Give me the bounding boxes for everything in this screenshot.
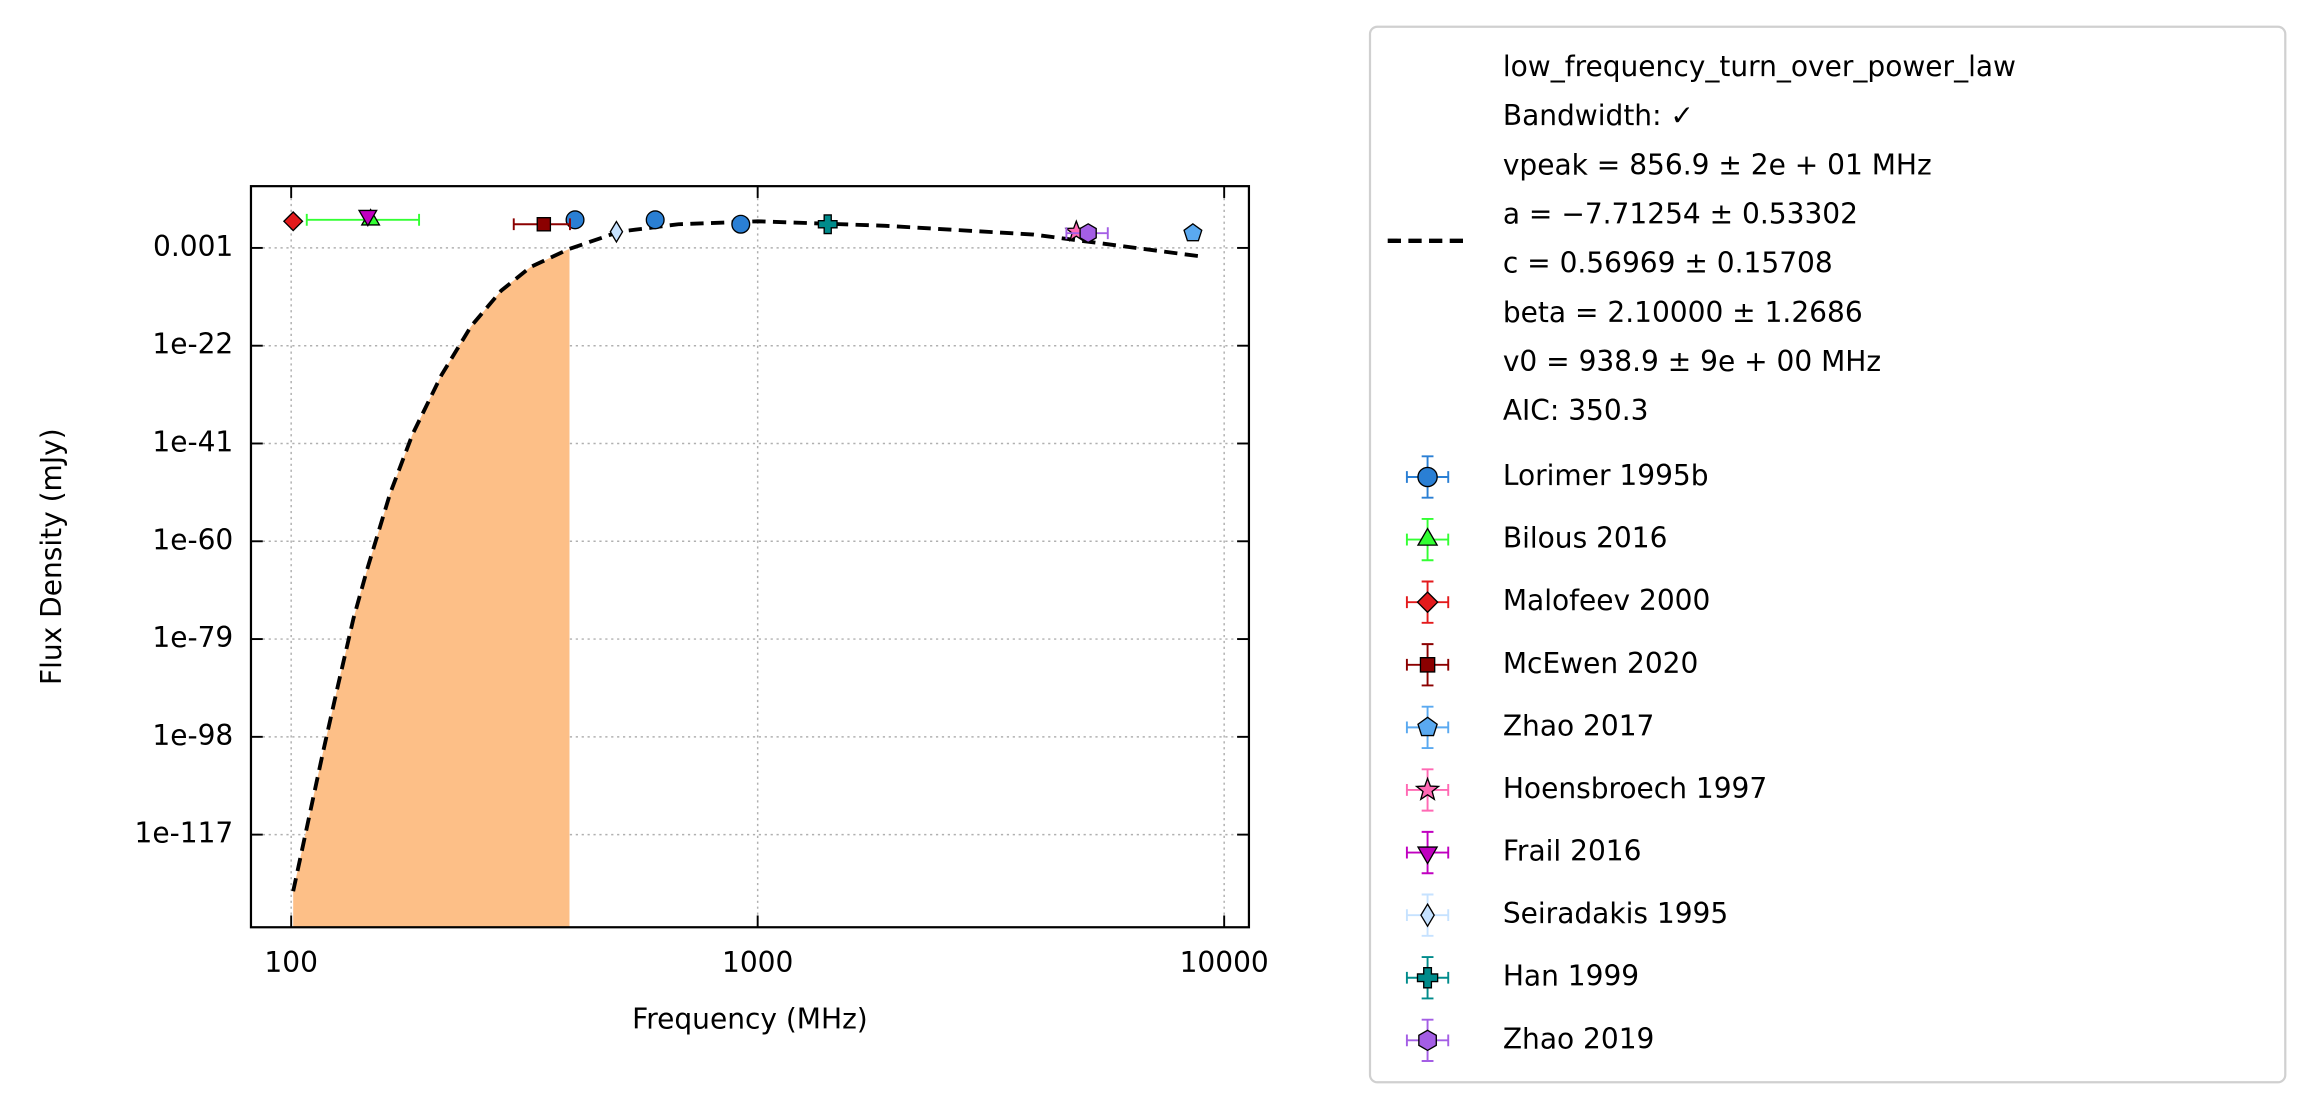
legend-marker xyxy=(1420,902,1435,928)
plot-area: 100 1000 10000 0.001 1e-22 1e-41 1e-60 1e-79 1e-… xyxy=(135,186,1269,979)
axes-frame xyxy=(249,185,1251,929)
legend-marker xyxy=(1419,656,1436,673)
x-tick-label: 1000 xyxy=(722,946,793,979)
legend-box xyxy=(1368,25,2287,1084)
legend-label: Hoensbroech 1997 xyxy=(1503,772,1767,805)
data-point xyxy=(645,210,665,230)
legend-label: Seiradakis 1995 xyxy=(1503,897,1728,930)
data-point xyxy=(1183,223,1203,242)
x-tick-label: 100 xyxy=(264,946,318,979)
x-tick-label: 10000 xyxy=(1180,946,1269,979)
legend: low_frequency_turn_over_power_law Bandwid… xyxy=(1387,50,2016,1062)
legend-label: Malofeev 2000 xyxy=(1503,584,1711,617)
y-tick-label: 1e-22 xyxy=(152,328,233,361)
data-point xyxy=(282,211,304,232)
x-error-bar xyxy=(305,213,421,226)
legend-label: a = −7.71254 ± 0.53302 xyxy=(1503,198,1858,231)
legend-marker xyxy=(1416,527,1439,546)
legend-marker xyxy=(1416,846,1439,865)
fit-line xyxy=(291,219,1204,892)
data-point xyxy=(357,209,378,228)
legend-label: Lorimer 1995b xyxy=(1503,459,1709,492)
legend-marker xyxy=(1414,776,1441,801)
legend-label: c = 0.56969 ± 0.15708 xyxy=(1503,247,1833,280)
legend-label: McEwen 2020 xyxy=(1503,647,1699,680)
legend-marker xyxy=(1416,591,1439,614)
legend-marker xyxy=(1417,466,1438,488)
legend-marker xyxy=(1417,716,1438,737)
shaded-region xyxy=(293,248,570,928)
legend-label: low_frequency_turn_over_power_law xyxy=(1503,50,2016,83)
legend-label: Zhao 2019 xyxy=(1503,1022,1655,1055)
y-axis-label: Flux Density (mJy) xyxy=(35,428,68,685)
legend-label: vpeak = 856.9 ± 2e + 01 MHz xyxy=(1503,148,1932,181)
y-tick-label: 1e-41 xyxy=(152,425,233,458)
legend-label: Frail 2016 xyxy=(1503,835,1642,868)
data-point xyxy=(609,220,624,244)
legend-label: AIC: 350.3 xyxy=(1503,394,1649,427)
legend-label: v0 = 938.9 ± 9e + 00 MHz xyxy=(1503,345,1881,378)
y-tick-label: 1e-117 xyxy=(135,817,234,850)
y-tick-label: 1e-79 xyxy=(152,621,233,654)
data-point xyxy=(731,214,751,234)
legend-label: Bandwidth: ✓ xyxy=(1503,99,1694,132)
data-point xyxy=(565,210,585,230)
y-tick-label: 0.001 xyxy=(153,230,233,263)
data-point xyxy=(536,217,552,232)
x-axis-label: Frequency (MHz) xyxy=(632,1002,868,1035)
data-point xyxy=(817,214,838,235)
data-point xyxy=(1079,223,1097,244)
legend-marker xyxy=(1416,967,1439,989)
y-tick-label: 1e-60 xyxy=(152,523,233,556)
legend-label: Zhao 2017 xyxy=(1503,709,1655,742)
y-tick-label: 1e-98 xyxy=(152,719,233,752)
legend-label: beta = 2.10000 ± 1.2686 xyxy=(1503,296,1863,329)
legend-marker xyxy=(1418,1029,1437,1052)
legend-label: Bilous 2016 xyxy=(1503,522,1668,555)
legend-label: Han 1999 xyxy=(1503,960,1639,993)
